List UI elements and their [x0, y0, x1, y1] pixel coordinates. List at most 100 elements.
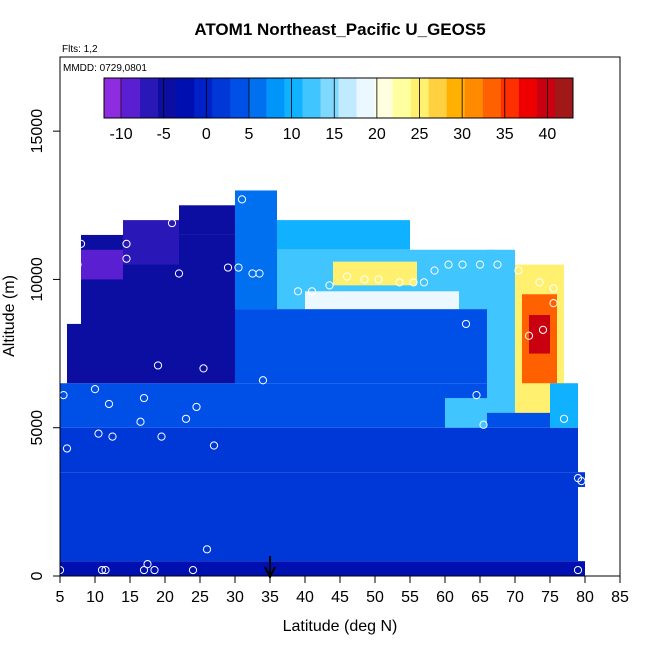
sample-point [514, 266, 523, 275]
sample-point [549, 299, 558, 308]
colorbar-swatch [230, 78, 249, 118]
heatmap-cell [60, 561, 585, 576]
sample-point [255, 269, 264, 278]
heatmap-cell [123, 220, 179, 265]
sample-point [237, 195, 247, 204]
x-tick-label: 75 [541, 589, 559, 606]
sample-point [150, 565, 159, 575]
colorbar-swatch [212, 78, 231, 118]
sample-point [181, 414, 191, 423]
colorbar-swatch [338, 78, 358, 118]
sample-point [577, 476, 586, 486]
colorbar-tick-label: 40 [539, 126, 557, 143]
y-tick-label: 0 [29, 571, 46, 580]
y-tick-label: 5000 [29, 410, 46, 446]
date-label: MMDD: 0729,0801 [63, 63, 147, 74]
sample-point [174, 269, 184, 278]
sample-point [104, 399, 114, 409]
colorbar-swatch [446, 78, 466, 118]
y-tick-label: 10000 [29, 257, 46, 302]
sample-point [395, 278, 404, 287]
x-tick-label: 15 [121, 589, 139, 606]
sample-point [167, 218, 177, 228]
sample-point [76, 239, 86, 248]
colorbar-tick-label: -5 [157, 126, 171, 143]
x-tick-label: 40 [296, 589, 314, 606]
sample-point [62, 444, 72, 453]
sample-point [122, 254, 131, 263]
sample-point [157, 432, 166, 441]
sample-points-layer [55, 195, 586, 575]
sample-point [325, 281, 334, 290]
colorbar-tick-label: 20 [368, 126, 386, 143]
colorbar-frame [103, 77, 574, 119]
colorbar-swatch [464, 78, 484, 118]
sample-point [139, 565, 149, 575]
colorbar: -10 -5 0 5 10 15 20 25 30 35 40 [103, 77, 574, 143]
sample-point [475, 260, 485, 269]
sample-point [493, 260, 502, 269]
arrow-head [264, 566, 276, 580]
x-tick-label: 65 [471, 589, 489, 606]
colorbar-swatch [104, 78, 123, 118]
heatmap-cell [333, 261, 417, 286]
colorbar-swatch [176, 78, 195, 118]
colorbar-tick-label: 10 [283, 126, 301, 143]
colorbar-swatch [500, 78, 520, 118]
heatmap-cell [235, 309, 487, 384]
sample-point [419, 278, 429, 287]
colorbar-tick-label: 25 [411, 126, 429, 143]
sample-point [143, 560, 152, 569]
sample-point [307, 287, 317, 296]
colorbar-swatch [356, 78, 376, 118]
x-tick-label: 35 [261, 589, 279, 606]
sample-point [342, 272, 352, 281]
sample-point [430, 266, 439, 275]
sample-point [374, 275, 383, 284]
sample-point [139, 393, 149, 403]
colorbar-swatch [122, 78, 141, 118]
colorbar-swatch [554, 78, 574, 118]
sample-point [90, 385, 100, 394]
colorbar-tick-label: 0 [202, 126, 211, 143]
colorbar-tick-label: 15 [325, 126, 343, 143]
sample-point [444, 260, 453, 269]
sample-point [549, 284, 558, 293]
sample-point [136, 417, 145, 426]
y-axis-label: Altitude (m) [1, 275, 18, 357]
x-tick-label: 45 [331, 589, 349, 606]
sample-point [122, 239, 131, 248]
sample-point [192, 402, 201, 412]
sample-point [108, 432, 117, 441]
heatmap-cell [277, 220, 410, 250]
colorbar-swatch [158, 78, 177, 118]
x-tick-label: 60 [436, 589, 454, 606]
sample-point [202, 545, 212, 554]
x-tick-label: 55 [401, 589, 419, 606]
x-tick-label: 10 [86, 589, 104, 606]
heatmap-cell [60, 472, 578, 562]
colorbar-swatch [320, 78, 339, 118]
x-axis-label: Latitude (deg N) [283, 618, 398, 635]
flights-label: Flts: 1,2 [62, 44, 98, 55]
sample-point [188, 565, 198, 575]
heatmap-cell [81, 249, 123, 280]
heatmap-cell [235, 190, 277, 310]
sample-point [73, 260, 82, 269]
heatmap-cell [550, 383, 578, 428]
sample-point [538, 325, 548, 334]
colorbar-swatch [410, 78, 430, 118]
colorbar-swatch [374, 78, 394, 118]
colorbar-swatch [536, 78, 556, 118]
x-tick-label: 20 [156, 589, 174, 606]
sample-point [461, 319, 471, 329]
heatmap-cell [67, 323, 81, 384]
colorbar-swatch [302, 78, 321, 118]
sample-point [220, 195, 229, 204]
x-tick-label: 5 [56, 589, 65, 606]
heatmap-layer [60, 190, 585, 576]
heatmap-cell [60, 427, 578, 473]
sample-point [153, 361, 163, 370]
colorbar-swatch [284, 78, 303, 118]
